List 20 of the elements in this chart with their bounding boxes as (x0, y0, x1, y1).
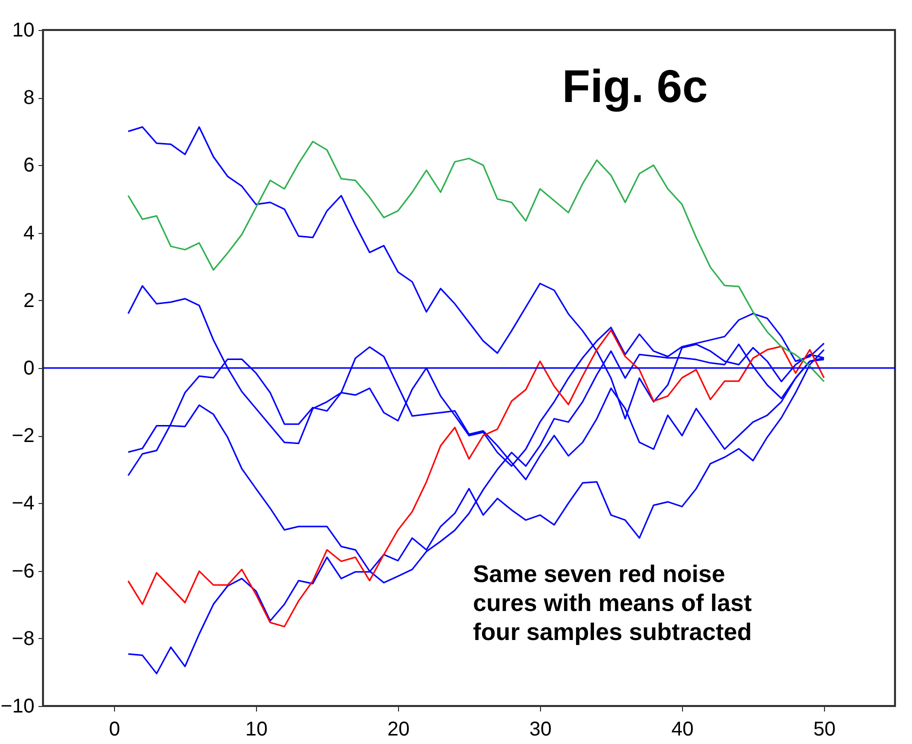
x-tick-label: 0 (108, 718, 120, 740)
y-tick-label: 4 (23, 222, 34, 244)
x-tick-label: 30 (529, 718, 552, 740)
y-tick-label: −6 (12, 560, 34, 582)
x-tick-label: 10 (245, 718, 268, 740)
y-tick-label: 0 (23, 358, 34, 380)
x-tick-label: 40 (671, 718, 694, 740)
y-tick-label: 8 (23, 87, 34, 110)
y-tick-label: −10 (0, 696, 34, 718)
x-tick-label: 50 (813, 718, 836, 740)
y-tick-label: 2 (23, 290, 34, 312)
line-series (127, 140, 825, 382)
y-tick-label: 10 (12, 20, 34, 42)
text: Fig. 6c (562, 60, 708, 112)
annotation: Same seven red noise cures with means of last four samples subtracted (473, 561, 752, 646)
x-tick-label: 20 (387, 718, 410, 740)
y-tick-label: 6 (23, 154, 34, 177)
y-tick-label: −4 (12, 492, 34, 515)
y-tick-label: −8 (12, 628, 34, 650)
y-tick-label: −2 (12, 425, 34, 448)
